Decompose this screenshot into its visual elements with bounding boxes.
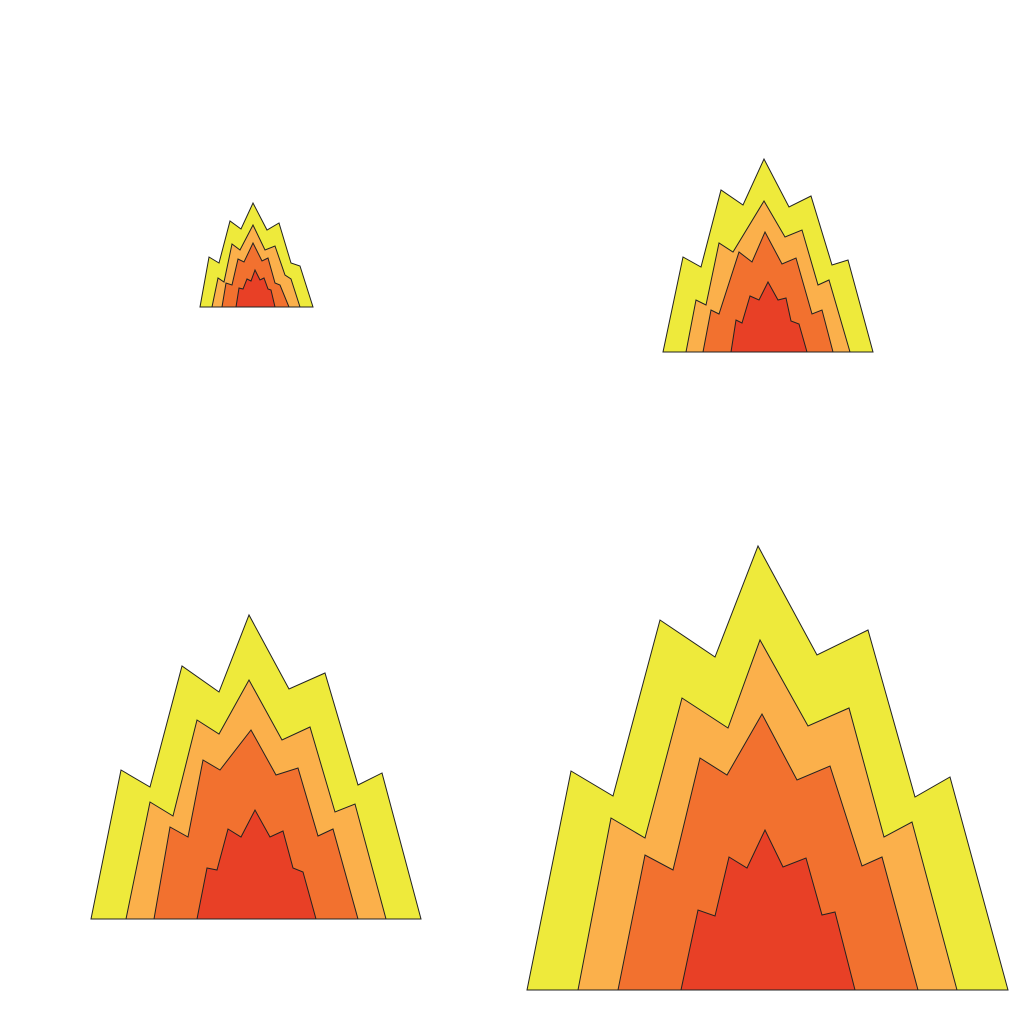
flame-extra-large-layer-core: [680, 828, 856, 991]
flame-extra-large: [526, 544, 1009, 991]
flame-large-layer-core: [196, 808, 317, 920]
flame-medium-layer-core: [730, 280, 808, 353]
flame-small-layer-core: [235, 268, 276, 308]
flame-small: [199, 201, 314, 308]
flame-large: [90, 613, 422, 920]
flame-medium: [662, 157, 874, 353]
